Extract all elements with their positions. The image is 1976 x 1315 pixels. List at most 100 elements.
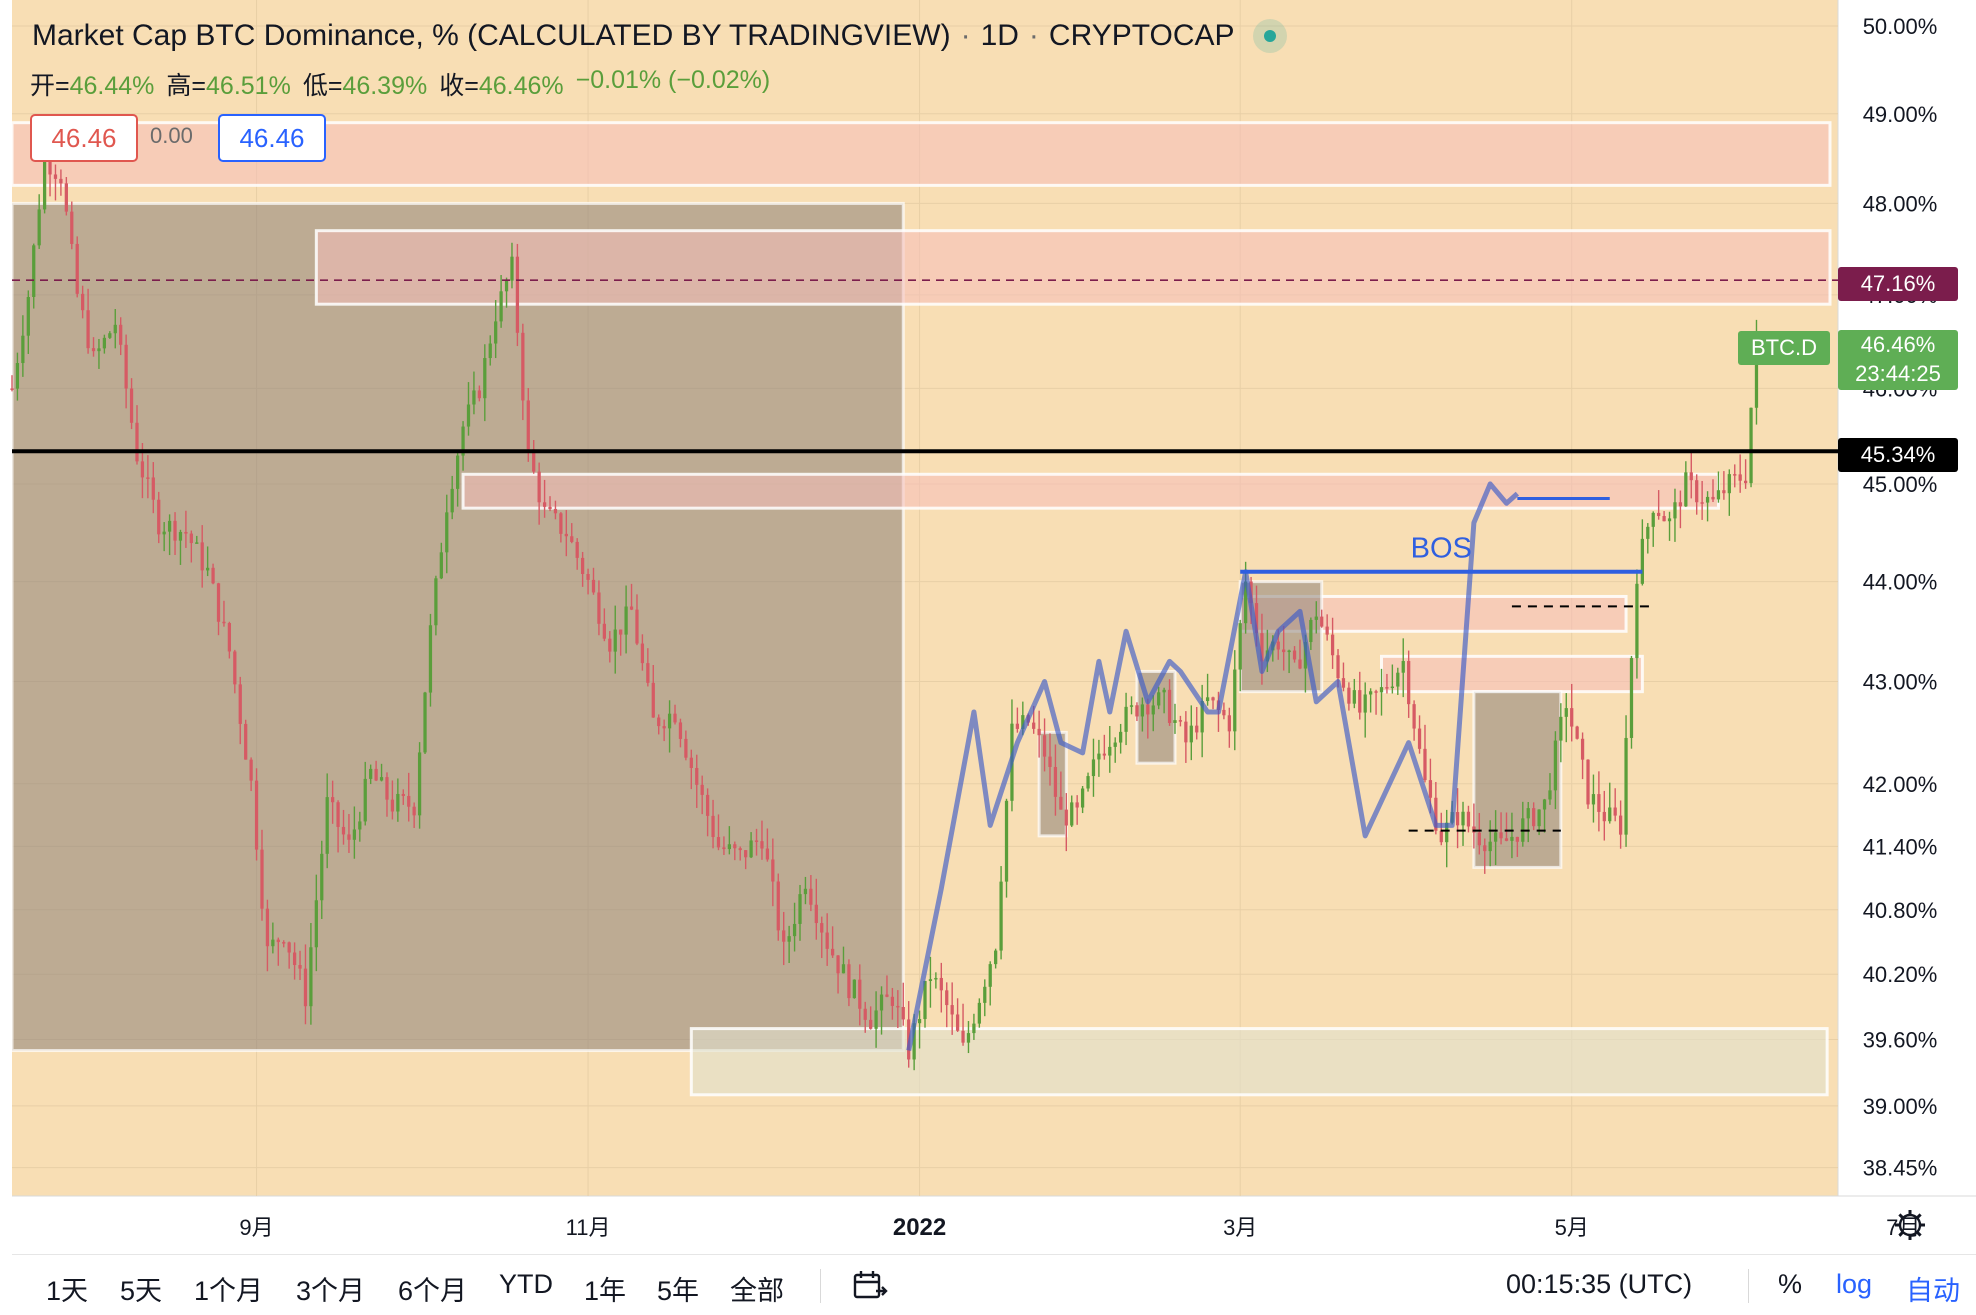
candle-down bbox=[1320, 616, 1324, 627]
candle-down bbox=[347, 834, 351, 840]
candle-down bbox=[249, 759, 253, 781]
x-tick-label: 5月 bbox=[1555, 1215, 1589, 1240]
candle-down bbox=[1733, 474, 1737, 476]
candle-up bbox=[917, 1019, 922, 1024]
candle-up bbox=[999, 881, 1003, 951]
range-all-button[interactable]: 全部 bbox=[730, 1276, 784, 1306]
y-tick-label: 41.40% bbox=[1863, 834, 1938, 859]
candle-up bbox=[483, 358, 487, 399]
chart-svg[interactable]: BOS50.00%49.00%48.00%47.00%46.00%45.00%4… bbox=[0, 0, 1976, 1254]
candle-down bbox=[1483, 845, 1487, 852]
candle-down bbox=[847, 964, 851, 999]
candle-down bbox=[776, 881, 780, 931]
candle-up bbox=[1379, 687, 1384, 693]
range-6m-button[interactable]: 6个月 bbox=[398, 1276, 468, 1306]
zone-cream[interactable] bbox=[689, 1027, 1829, 1097]
candle-up bbox=[624, 606, 628, 635]
candle-down bbox=[662, 726, 666, 729]
candle-up bbox=[320, 853, 324, 901]
candle-up bbox=[1608, 807, 1612, 822]
range-5d-button[interactable]: 5天 bbox=[120, 1276, 163, 1306]
calendar-icon bbox=[853, 1271, 888, 1299]
sell-price-box[interactable]: 46.46 bbox=[30, 114, 138, 162]
candle-up bbox=[1091, 759, 1096, 777]
candle-down bbox=[1711, 496, 1715, 500]
candle-down bbox=[722, 847, 726, 850]
candle-down bbox=[1064, 809, 1068, 826]
zone-pink[interactable] bbox=[1380, 654, 1644, 694]
candle-down bbox=[254, 780, 259, 850]
candle-up bbox=[32, 245, 36, 297]
candle-down bbox=[684, 738, 688, 758]
percent-scale-toggle[interactable]: % bbox=[1778, 1269, 1803, 1299]
candle-down bbox=[1211, 697, 1215, 701]
candle-up bbox=[727, 844, 731, 850]
candle-up bbox=[488, 343, 492, 359]
candle-down bbox=[1428, 780, 1433, 798]
candle-down bbox=[1032, 722, 1036, 729]
candle-up bbox=[314, 900, 318, 948]
market-structure-line[interactable] bbox=[906, 481, 1520, 1052]
candle-up bbox=[1004, 800, 1009, 882]
candle-down bbox=[1412, 704, 1416, 729]
market-status-icon[interactable] bbox=[1252, 19, 1287, 53]
candle-up bbox=[1461, 811, 1465, 826]
candle-down bbox=[1602, 811, 1606, 822]
zone-pink[interactable] bbox=[461, 472, 1720, 510]
candle-up bbox=[983, 986, 987, 1003]
y-tick-label: 44.00% bbox=[1863, 570, 1938, 595]
interval-label[interactable]: 1D bbox=[980, 19, 1019, 52]
high-label: 高= bbox=[166, 72, 207, 100]
go-to-date-button[interactable] bbox=[852, 1269, 888, 1310]
settings-gear-tooth bbox=[1916, 1231, 1922, 1237]
range-5y-button[interactable]: 5年 bbox=[657, 1276, 700, 1306]
candle-down bbox=[1657, 512, 1661, 517]
candle-down bbox=[678, 722, 683, 739]
candle-up bbox=[445, 512, 449, 553]
candle-down bbox=[1575, 726, 1579, 739]
zone-gray[interactable] bbox=[10, 201, 905, 1053]
range-1m-button[interactable]: 1个月 bbox=[194, 1276, 264, 1306]
candle-up bbox=[792, 923, 797, 937]
candle-down bbox=[86, 310, 90, 349]
candle-down bbox=[336, 802, 340, 827]
auto-scale-toggle[interactable]: 自动 bbox=[1906, 1276, 1960, 1306]
range-1y-button[interactable]: 1年 bbox=[584, 1276, 627, 1306]
candle-down bbox=[1722, 490, 1726, 494]
candle-up bbox=[1113, 742, 1117, 747]
candle-down bbox=[738, 848, 742, 851]
log-scale-toggle[interactable]: log bbox=[1836, 1269, 1873, 1299]
candle-down bbox=[135, 422, 139, 462]
candle-down bbox=[695, 767, 699, 785]
candle-up bbox=[309, 947, 313, 1007]
bos-label: BOS bbox=[1411, 533, 1472, 565]
candle-down bbox=[1178, 720, 1183, 722]
candle-up bbox=[1651, 512, 1655, 527]
candle-up bbox=[369, 768, 373, 779]
candle-down bbox=[1477, 832, 1481, 846]
settings-gear-tooth bbox=[1916, 1213, 1922, 1219]
range-ytd-button[interactable]: YTD bbox=[499, 1269, 553, 1299]
buy-price-box[interactable]: 46.46 bbox=[218, 114, 326, 162]
candle-down bbox=[1695, 480, 1699, 503]
candle-up bbox=[102, 337, 107, 349]
range-3m-button[interactable]: 3个月 bbox=[296, 1276, 366, 1306]
candle-down bbox=[211, 567, 215, 584]
zone-pink[interactable] bbox=[314, 229, 1832, 306]
candle-up bbox=[977, 1002, 981, 1024]
candle-up bbox=[358, 821, 362, 830]
candle-down bbox=[814, 904, 818, 924]
candle-up bbox=[1309, 619, 1313, 643]
candle-down bbox=[401, 793, 405, 796]
candle-down bbox=[1292, 650, 1297, 660]
candle-down bbox=[830, 948, 835, 956]
y-tick-label: 49.00% bbox=[1863, 102, 1938, 127]
candle-down bbox=[124, 344, 128, 389]
ohlc-row: 开=46.44% 高=46.51% 低=46.39% 收=46.46% −0.0… bbox=[30, 66, 770, 102]
utc-clock[interactable]: 00:15:35 (UTC) bbox=[1506, 1269, 1693, 1299]
candle-down bbox=[292, 952, 297, 966]
candle-up bbox=[26, 296, 30, 336]
candle-down bbox=[374, 768, 378, 781]
range-1d-button[interactable]: 1天 bbox=[46, 1276, 89, 1306]
candle-up bbox=[1200, 701, 1204, 733]
